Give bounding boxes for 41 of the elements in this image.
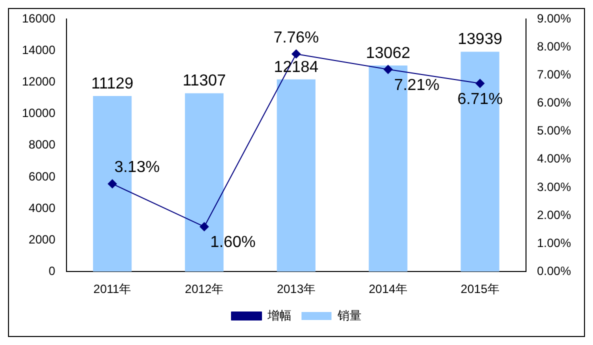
y-tick-label: 2000 bbox=[28, 232, 56, 246]
y2-tick-label: 3.00% bbox=[536, 180, 572, 194]
point bbox=[108, 179, 117, 188]
x-tick-label: 2015年 bbox=[460, 282, 500, 296]
y2-tick-label: 2.00% bbox=[536, 208, 572, 222]
bar bbox=[276, 79, 316, 272]
y-tick-label: 10000 bbox=[22, 106, 56, 120]
data-label: 6.71% bbox=[457, 90, 503, 108]
data-label: 3.13% bbox=[114, 159, 160, 176]
x-tick-label: 2014年 bbox=[368, 282, 408, 296]
y2-tick-label: 8.00% bbox=[536, 40, 572, 54]
x-tick-label: 2011年 bbox=[93, 282, 132, 296]
y2-tick-label: 0.00% bbox=[536, 264, 572, 278]
legend-label: 增幅 bbox=[266, 308, 292, 322]
y-tick-label: 16000 bbox=[22, 12, 56, 26]
y-tick-label: 8000 bbox=[28, 138, 56, 152]
data-label: 11129 bbox=[91, 75, 134, 92]
data-label: 1.60% bbox=[210, 234, 256, 252]
y2-tick-label: 7.00% bbox=[536, 68, 572, 82]
y-tick-label: 4000 bbox=[28, 200, 56, 215]
y2-tick-label: 5.00% bbox=[536, 124, 572, 138]
data-label: 7.21% bbox=[394, 76, 440, 94]
y-tick-label: 14000 bbox=[22, 43, 56, 58]
y-tick-label: 12000 bbox=[22, 74, 56, 89]
point bbox=[384, 64, 393, 74]
y-tick-label: 6000 bbox=[28, 169, 56, 184]
x-tick-label: 2013年 bbox=[276, 282, 316, 296]
data-label: 13939 bbox=[458, 31, 502, 48]
y2-tick-label: 1.00% bbox=[536, 236, 572, 250]
point bbox=[292, 49, 301, 58]
data-label: 11307 bbox=[182, 72, 226, 90]
point bbox=[200, 222, 209, 232]
y2-tick-label: 9.00% bbox=[536, 12, 572, 26]
data-label: 7.76% bbox=[273, 29, 319, 46]
y2-tick-label: 4.00% bbox=[536, 152, 572, 166]
x-tick-label: 2012年 bbox=[184, 282, 224, 296]
point bbox=[476, 78, 485, 88]
y-tick-label: 0 bbox=[48, 264, 56, 278]
legend-label: 销量 bbox=[336, 308, 362, 322]
data-label: 13062 bbox=[366, 44, 410, 62]
y2-tick-label: 6.00% bbox=[536, 96, 572, 110]
